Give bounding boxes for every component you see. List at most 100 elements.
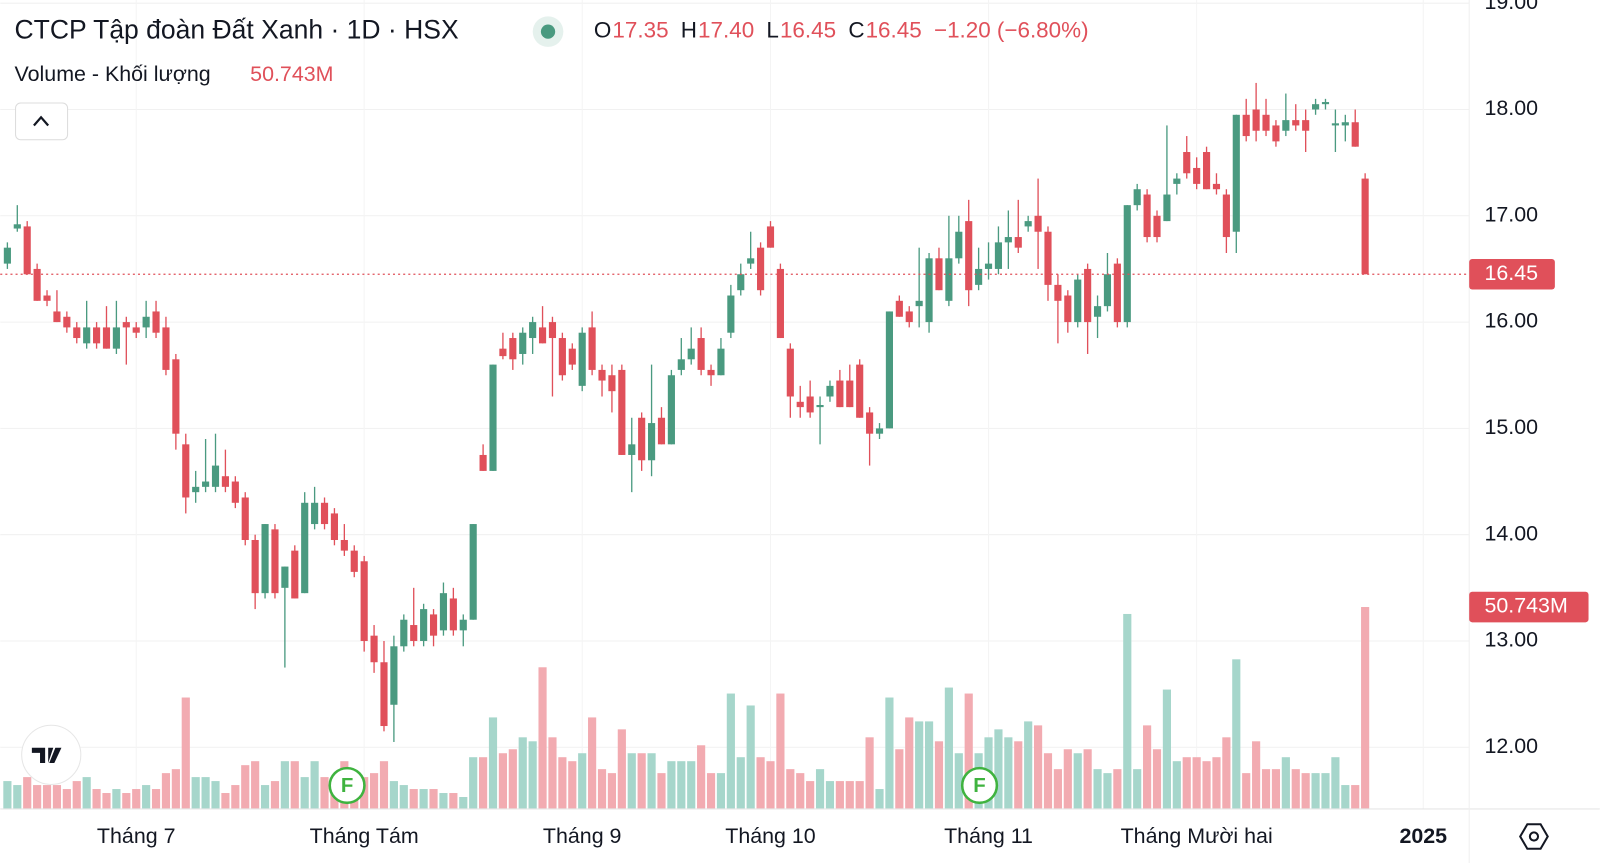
- volume-bar: [726, 693, 735, 809]
- volume-bar: [1043, 753, 1053, 809]
- volume-bar: [1053, 769, 1062, 809]
- volume-bar: [578, 753, 587, 809]
- candle-body: [1054, 284, 1062, 301]
- volume-bar: [657, 773, 666, 809]
- volume-bar: [122, 793, 131, 809]
- candle-body: [420, 609, 428, 641]
- candle-body: [984, 263, 993, 269]
- volume-bar: [518, 737, 527, 809]
- candle-body: [241, 497, 249, 540]
- candle-body: [301, 502, 309, 594]
- volume-bar: [964, 693, 973, 809]
- volume-bar: [1014, 741, 1023, 809]
- candle-body: [390, 646, 398, 705]
- candle-body: [945, 258, 953, 301]
- y-tick-label: 18.00: [1484, 96, 1538, 120]
- candle-body: [1212, 183, 1221, 190]
- legend-key: C: [848, 18, 864, 43]
- legend-key: L: [766, 18, 778, 43]
- candle-body: [1351, 122, 1359, 147]
- volume-bar: [637, 753, 646, 809]
- candle-body: [43, 295, 51, 301]
- event-marker: [328, 766, 366, 805]
- volume-bar: [132, 789, 141, 809]
- volume-bar: [1192, 757, 1201, 809]
- candle-body: [1143, 194, 1151, 238]
- volume-bar: [181, 697, 190, 809]
- candle-body: [479, 454, 487, 471]
- volume-bar: [191, 777, 200, 809]
- candle-body: [360, 561, 368, 641]
- candle-body: [162, 327, 170, 370]
- candle-body: [469, 524, 477, 620]
- candle-body: [538, 327, 547, 344]
- candle-body: [1242, 114, 1250, 137]
- y-tick-label: 16.00: [1484, 309, 1538, 333]
- volume-bar: [855, 781, 864, 809]
- last-volume-tag: [1469, 591, 1589, 623]
- y-tick-label: 17.00: [1484, 202, 1538, 226]
- header: CTCP Tập đoàn Đất Xanh · 1D · HSX Volume…: [15, 15, 1089, 141]
- candle-body: [687, 348, 695, 360]
- volume-bar: [1232, 659, 1241, 809]
- candle-body: [737, 274, 745, 291]
- candle-body: [13, 224, 21, 229]
- candle-body: [846, 380, 854, 408]
- candle-body: [648, 423, 656, 461]
- volume-bar: [736, 757, 745, 809]
- candle-body: [915, 300, 923, 307]
- candle-body: [1084, 268, 1092, 323]
- candle-body: [638, 417, 646, 461]
- candle-body: [93, 327, 101, 344]
- candle-body: [182, 444, 190, 498]
- volume-bar: [835, 781, 844, 809]
- candle-body: [707, 369, 715, 376]
- candle-body: [380, 662, 388, 727]
- candle-body: [816, 404, 824, 408]
- volume-bar: [142, 785, 151, 809]
- candle-body: [1163, 194, 1171, 222]
- volume-bar: [1133, 769, 1142, 809]
- candle-body: [63, 316, 71, 328]
- volume-bar: [1103, 773, 1112, 809]
- legend-value: 17.40: [698, 18, 754, 43]
- collapse-button[interactable]: [15, 102, 69, 141]
- candle-body: [1024, 221, 1032, 227]
- candle-body: [1262, 114, 1270, 131]
- volume-bar: [449, 793, 458, 809]
- candle-body: [370, 635, 378, 663]
- volume-bar: [627, 753, 636, 809]
- candle-body: [757, 247, 765, 291]
- candle-body: [142, 316, 150, 328]
- volume-bar: [1341, 785, 1350, 809]
- candle-body: [132, 327, 140, 333]
- volume-bar: [647, 753, 656, 809]
- candle-body: [975, 268, 983, 285]
- x-tick-label: Tháng 7: [97, 824, 176, 848]
- volume-bar: [825, 781, 835, 809]
- volume-bar: [1311, 773, 1320, 809]
- volume-bar: [1301, 773, 1310, 809]
- volume-bar: [151, 789, 161, 809]
- volume-bar: [1063, 749, 1072, 809]
- volume-bar: [706, 773, 716, 809]
- volume-bar: [62, 789, 71, 809]
- settings-icon[interactable]: [1519, 823, 1549, 850]
- volume-bar: [201, 777, 210, 809]
- candle-body: [667, 375, 675, 445]
- candle-body: [1302, 120, 1310, 131]
- candle-body: [558, 338, 566, 376]
- candle-body: [994, 242, 1003, 269]
- volume-bar: [369, 773, 379, 809]
- candle-body: [231, 481, 239, 503]
- change-percent: (−6.80%): [997, 18, 1089, 43]
- legend-key: H: [681, 18, 697, 43]
- volume-bar: [905, 717, 914, 809]
- candle-body: [1044, 231, 1052, 285]
- volume-bar: [469, 757, 478, 809]
- volume-bar: [498, 753, 507, 809]
- legend-value: 16.45: [866, 18, 922, 43]
- candle-body: [509, 338, 517, 360]
- volume-bar: [1242, 773, 1251, 809]
- candle-body: [1282, 120, 1290, 131]
